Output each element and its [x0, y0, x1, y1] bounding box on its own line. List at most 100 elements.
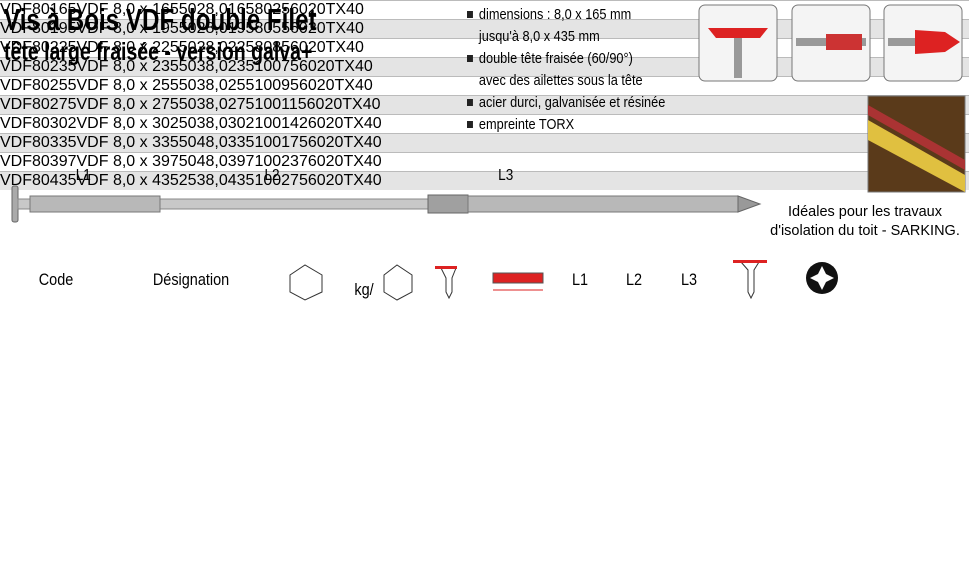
table-cell: 60 — [298, 77, 317, 94]
table-cell: TX40 — [343, 153, 382, 170]
column-header: Désignation — [152, 270, 230, 289]
column-header: L1 — [571, 270, 589, 289]
table-cell: 2 — [196, 20, 206, 37]
table-cell: 8,0 — [205, 77, 228, 94]
table-cell: 8,0 — [205, 96, 228, 113]
table-cell: 80 — [254, 39, 273, 56]
table-cell: VDF80335 — [0, 134, 77, 151]
table-cell: VDF 8,0 x 302 — [76, 115, 179, 132]
table-cell: 225 — [227, 39, 255, 56]
table-cell: VDF 8,0 x 235 — [76, 58, 179, 75]
table-cell: TX40 — [325, 20, 364, 37]
table-cell: 80 — [254, 1, 273, 18]
subtitle: tête large fraisée - version galva+ — [4, 38, 313, 66]
table-cell: 3 — [196, 96, 206, 113]
table-cell: 60 — [307, 172, 326, 189]
table-cell: 8,0 — [205, 39, 228, 56]
table-cell: 100 — [254, 134, 282, 151]
table-cell: 142 — [281, 115, 308, 132]
feature-line: jusqu'à 8,0 x 435 mm — [478, 28, 600, 45]
caption-line: Idéales pour les travaux — [788, 204, 942, 220]
table-cell: 335 — [227, 134, 255, 151]
table-cell: 3 — [196, 77, 206, 94]
table-cell: 3 — [196, 58, 206, 75]
table-cell: 100 — [254, 96, 282, 113]
feature-item: acier durci, galvanisée et résinée — [467, 92, 665, 114]
feature-line: double tête fraisée (60/90°) — [478, 50, 633, 67]
table-cell: TX40 — [343, 172, 382, 189]
table-cell: 60 — [290, 39, 308, 56]
table-cell: 85 — [272, 39, 291, 56]
table-cell: 195 — [227, 20, 255, 37]
table-cell: VDF80397 — [0, 153, 77, 170]
table-cell: 60 — [306, 96, 325, 113]
table-cell: 50 — [178, 39, 197, 56]
table-cell: 4 — [196, 153, 206, 170]
table-cell: VDF80225 — [0, 39, 77, 56]
table-cell: 50 — [178, 115, 197, 132]
table-cell: 275 — [281, 172, 308, 189]
table-cell: VDF 8,0 x 275 — [76, 96, 179, 113]
table-cell: 8,0 — [205, 172, 228, 189]
table-cell: 302 — [227, 115, 255, 132]
feature-list: dimensions : 8,0 x 165 mm jusqu'à 8,0 x 4… — [467, 4, 665, 136]
table-cell: VDF 8,0 x 225 — [76, 39, 179, 56]
table-cell: 3 — [196, 115, 206, 132]
title: Vis à Bois VDF double Filet — [4, 2, 317, 37]
table-cell: VDF80255 — [0, 77, 77, 94]
table-cell: 60 — [290, 20, 308, 37]
table-cell: 8,0 — [205, 115, 228, 132]
table-cell: 100 — [254, 153, 282, 170]
table-cell: 20 — [325, 172, 344, 189]
table-cell: 20 — [325, 134, 344, 151]
table-cell: 435 — [227, 172, 255, 189]
table-cell: 60 — [298, 58, 317, 75]
header-icons — [289, 260, 838, 301]
table-cell: 2 — [196, 1, 206, 18]
table-cell: 55 — [272, 20, 291, 37]
table-row: VDF80275VDF 8,0 x 2755038,02751001156020… — [0, 95, 969, 114]
table-cell: 235 — [227, 58, 255, 75]
feature-item: dimensions : 8,0 x 165 mm jusqu'à 8,0 x 4… — [467, 4, 665, 48]
table-row: VDF80435VDF 8,0 x 4352538,04351002756020… — [0, 171, 969, 190]
column-header: Code — [38, 270, 74, 289]
length-label: L2 — [264, 167, 279, 184]
table-cell: 100 — [254, 58, 282, 75]
table-cell: VDF80302 — [0, 115, 77, 132]
table-cell: VDF80165 — [0, 1, 77, 18]
table-cell: 25 — [272, 1, 291, 18]
length-label: L3 — [498, 167, 513, 184]
table-cell: 165 — [227, 1, 255, 18]
column-header: L3 — [680, 270, 698, 289]
table-cell: VDF80195 — [0, 20, 77, 37]
table-cell: TX40 — [342, 96, 381, 113]
table-cell: 50 — [178, 96, 197, 113]
caption-line: d'isolation du toit - SARKING. — [770, 223, 960, 239]
table-cell: 175 — [281, 134, 308, 151]
caption: Idéales pour les travaux d'isolation du … — [760, 203, 969, 241]
column-header: kg/ — [354, 280, 374, 299]
table-cell: 237 — [281, 153, 308, 170]
table-cell: 50 — [178, 58, 197, 75]
table-cell: VDF80275 — [0, 96, 77, 113]
table-cell: 80 — [254, 20, 273, 37]
table-cell: 20 — [316, 77, 335, 94]
table-cell: 397 — [227, 153, 255, 170]
table-cell: 8,0 — [205, 20, 228, 37]
table-cell: 20 — [325, 153, 344, 170]
table-cell: 60 — [307, 115, 326, 132]
table-cell: 50 — [178, 1, 197, 18]
table-cell: 25 — [178, 172, 197, 189]
feature-item: empreinte TORX — [467, 114, 665, 136]
table-cell: VDF 8,0 x 195 — [76, 20, 179, 37]
table-cell: 100 — [254, 172, 282, 189]
table-cell: TX40 — [343, 134, 382, 151]
table-cell: VDF 8,0 x 435 — [76, 172, 179, 189]
table-cell: 60 — [307, 153, 326, 170]
table-cell: 275 — [227, 96, 255, 113]
table-row: VDF80335VDF 8,0 x 3355048,03351001756020… — [0, 133, 969, 152]
column-header: L2 — [625, 270, 643, 289]
feature-line: dimensions : 8,0 x 165 mm — [478, 6, 632, 23]
table-cell: 2 — [196, 39, 206, 56]
